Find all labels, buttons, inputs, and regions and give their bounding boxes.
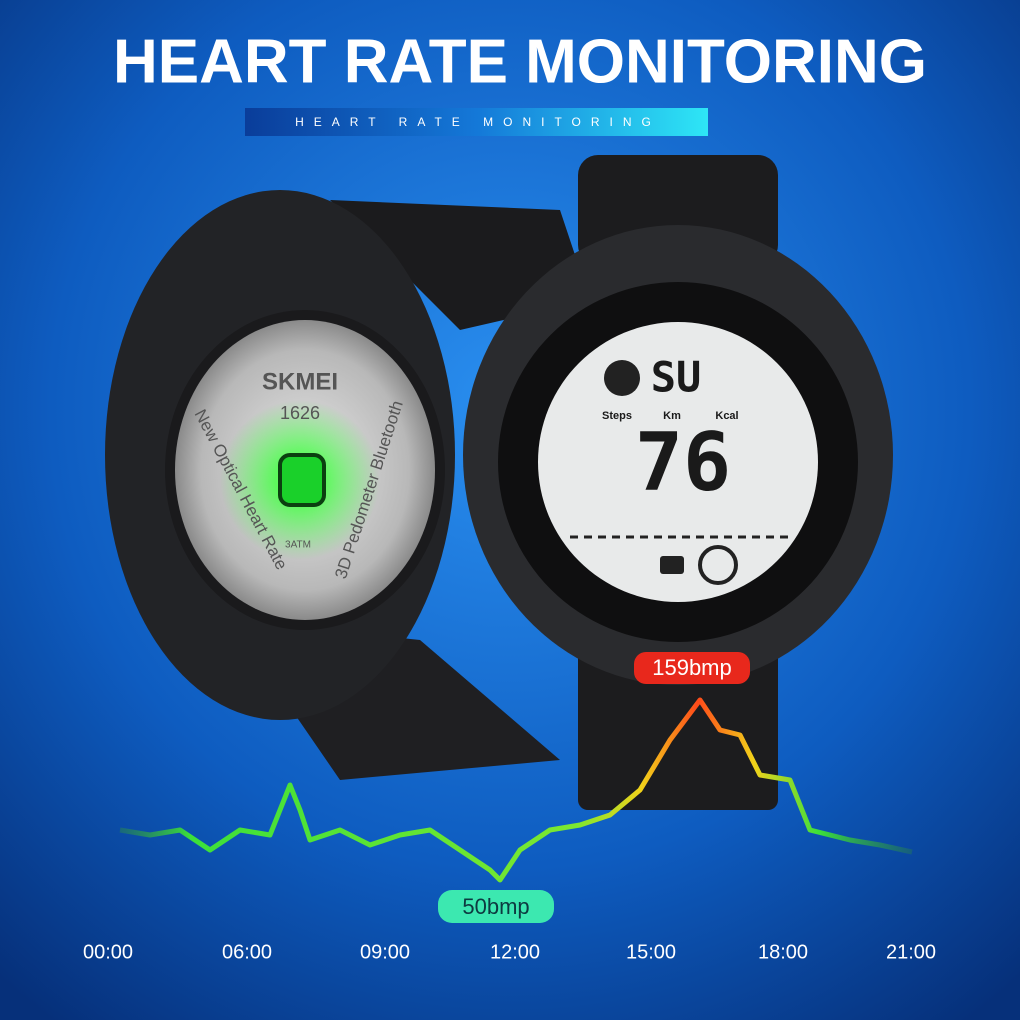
- model: 1626: [280, 403, 320, 423]
- peak-pill: [634, 652, 750, 684]
- time-label: 00:00: [83, 941, 133, 963]
- time-label: 15:00: [626, 941, 676, 963]
- label: Steps: [602, 410, 632, 422]
- time-label: 09:00: [360, 941, 410, 963]
- heart-rate-line: [119, 697, 913, 883]
- time-label: 21:00: [886, 941, 936, 963]
- label: Kcal: [715, 410, 738, 422]
- timeline: 00:00 06:00 09:00 12:00 15:00 18:00 21:00: [83, 941, 936, 963]
- low-label: 50bmp: [462, 894, 529, 919]
- watch-front: SU Steps Km Kcal 76: [463, 155, 893, 810]
- main-digits: 76: [635, 416, 731, 509]
- time-label: 18:00: [758, 941, 808, 963]
- time-label: 06:00: [222, 941, 272, 963]
- peak-label: 159bmp: [652, 655, 732, 680]
- title: HEART RATE MONITORING: [113, 27, 927, 96]
- time-label: 12:00: [490, 941, 540, 963]
- watch-back: SKMEI 1626 New Optical Heart Rate 3D Ped…: [105, 190, 590, 780]
- water-rating: 3ATM: [285, 540, 311, 551]
- top-digits: SU: [651, 353, 702, 402]
- brand: SKMEI: [262, 368, 338, 395]
- subtitle: HEART RATE MONITORING: [295, 115, 661, 129]
- subtitle-bar: [245, 108, 708, 136]
- low-pill: [438, 890, 554, 923]
- label: Km: [663, 410, 681, 422]
